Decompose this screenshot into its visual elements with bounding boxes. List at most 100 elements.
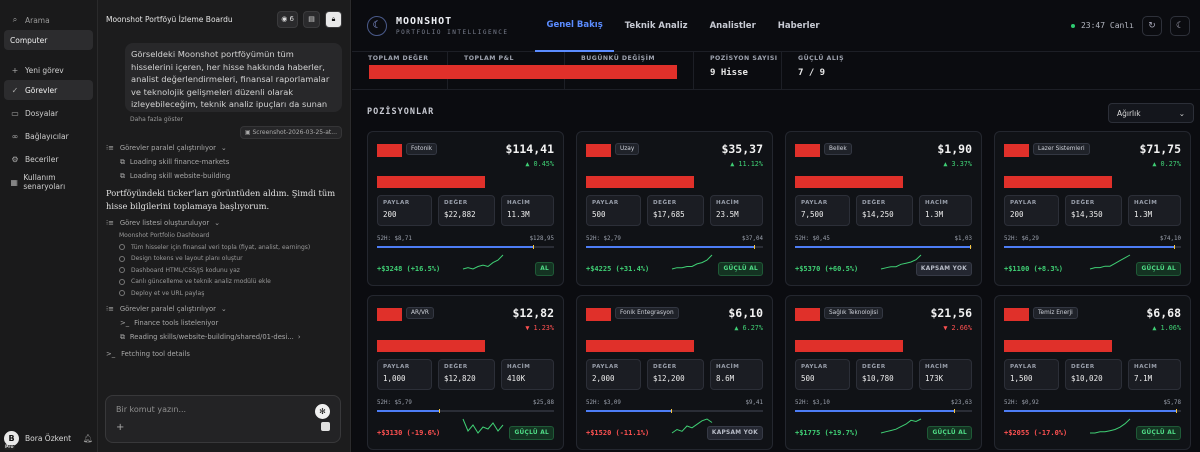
nav-item-new-task[interactable]: + Yeni görev: [4, 60, 93, 80]
signal-badge: AL: [535, 262, 554, 276]
metric-label: HACİM: [507, 200, 531, 206]
check-circle-icon: ✓: [11, 85, 19, 95]
stop-button[interactable]: [321, 422, 330, 431]
metric-value-box: DEĞER $12,200: [647, 359, 705, 390]
redacted-ticker: [795, 144, 820, 157]
range-labels: 52H: $6,29 $74,10: [1004, 236, 1181, 242]
stat-value: 7 / 9: [798, 68, 826, 78]
range-low: 52H: $8,71: [377, 236, 412, 242]
show-more-link[interactable]: Daha fazla göster: [130, 116, 183, 123]
stat-label: GÜÇLÜ ALIŞ: [798, 55, 845, 62]
metric-value-box: DEĞER $22,882: [438, 195, 496, 226]
metric-value-box: DEĞER $17,685: [647, 195, 705, 226]
range-track: [1004, 245, 1181, 249]
metric-value: $12,200: [653, 374, 685, 383]
metric-shares: PAYLAR 200: [377, 195, 432, 226]
range-fill: [586, 410, 671, 412]
range-marker: [954, 409, 956, 413]
sort-value: Ağırlık: [1117, 108, 1141, 118]
step-task-list[interactable]: ⁝≡ Görev listesi oluşturuluyor ⌄: [106, 216, 350, 230]
metric-label: DEĞER: [653, 364, 677, 370]
card-price: $71,75: [1139, 142, 1181, 156]
range-fill: [377, 246, 533, 248]
metric-value-box: DEĞER $12,820: [438, 359, 496, 390]
step-subitem: ⧉ Loading skill website-building: [120, 169, 350, 183]
signal-badge: KAPSAM YOK: [915, 262, 972, 276]
sort-select[interactable]: Ağırlık ⌄: [1108, 103, 1194, 123]
nav-item-use-cases[interactable]: ▦ Kullanım senaryoları: [4, 172, 93, 192]
metric-volume: HACİM 1.3M: [1128, 195, 1181, 226]
nav-item-connectors[interactable]: ∞ Bağlayıcılar: [4, 126, 93, 146]
avatar: B Pro: [4, 431, 19, 450]
signal-badge: GÜÇLÜ AL: [718, 262, 763, 276]
metric-value: 11.3M: [507, 210, 530, 219]
attach-plus-icon[interactable]: +: [116, 422, 125, 433]
theme-toggle-button[interactable]: ☾: [1170, 15, 1190, 36]
redacted-ticker: [377, 308, 402, 321]
card-profit: +$3130 (-19.6%): [377, 429, 441, 437]
sector-badge: Sağlık Teknolojisi: [824, 307, 884, 319]
bell-icon[interactable]: 🔔︎: [82, 434, 93, 443]
position-card[interactable]: Fonik Entegrasyon $6,10 ▲ 6.27% PAYLAR 2,000…: [576, 295, 773, 450]
position-card[interactable]: Uzay $35,37 ▲ 11.12% PAYLAR 500 DEĞER $17,685 H…: [576, 131, 773, 286]
position-card[interactable]: Lazer Sistemleri $71,75 ▲ 0.27% PAYLAR 200 DE…: [994, 131, 1191, 286]
computer-nav-item[interactable]: Computer: [4, 30, 93, 50]
stat-label: TOPLAM DEĞER: [368, 55, 429, 62]
position-card[interactable]: AR/VR $12,82 ▼ 1.23% PAYLAR 1,000 DEĞER $12,82…: [367, 295, 564, 450]
save-button[interactable]: ▤: [303, 10, 320, 28]
user-message: Görseldeki Moonshot portföyümün tüm hiss…: [125, 43, 342, 112]
clock-time: 23:47: [1080, 21, 1106, 30]
stat-value: 9 Hisse: [710, 68, 748, 78]
skill-icon: ⧉: [120, 157, 125, 166]
sparkline-path: [1090, 418, 1131, 434]
nav-item-tasks[interactable]: ✓ Görevler: [4, 80, 93, 100]
metric-shares: PAYLAR 1,000: [377, 359, 432, 390]
nav-label: Görevler: [25, 85, 58, 95]
refresh-button[interactable]: ↻: [1142, 15, 1162, 36]
tab-news[interactable]: Haberler: [777, 20, 820, 31]
pro-badge: Pro: [4, 445, 15, 450]
position-card[interactable]: Temiz Enerji $6,68 ▲ 1.06% PAYLAR 1,500 DEĞER…: [994, 295, 1191, 450]
step-label: Görev listesi oluşturuluyor: [119, 219, 210, 227]
range-marker: [970, 245, 972, 249]
sparkline-path: [671, 254, 713, 270]
range-low: 52H: $5,79: [377, 400, 412, 406]
metric-shares: PAYLAR 200: [1004, 195, 1059, 226]
sparkline-path: [880, 418, 922, 434]
nav-label: Beceriler: [25, 154, 59, 164]
chat-title: Moonshot Portföyü İzleme Boardu: [106, 14, 233, 24]
range-fill: [377, 410, 439, 412]
position-card[interactable]: Sağlık Teknolojisi $21,56 ▼ 2.66% PAYLAR 500…: [785, 295, 982, 450]
nav-item-skills[interactable]: ⚙ Beceriler: [4, 149, 93, 169]
nav-item-files[interactable]: ▭ Dosyalar: [4, 103, 93, 123]
plan-item-label: Deploy et ve URL paylaş: [131, 289, 205, 297]
metric-value: $12,820: [444, 374, 476, 383]
tab-overview[interactable]: Genel Bakış: [535, 0, 614, 52]
sector-badge: Fotonik: [406, 143, 438, 155]
metric-value: 23.5M: [716, 210, 739, 219]
card-price: $21,56: [930, 306, 972, 320]
brand-name: MOONSHOT: [396, 15, 453, 27]
search-nav-item[interactable]: ⌕ Arama: [4, 10, 93, 30]
step-parallel-2[interactable]: ⁝≡ Görevler paralel çalıştırılıyor ⌄: [106, 302, 350, 316]
card-profit: +$1520 (-11.1%): [586, 429, 650, 437]
metric-value: 7.1M: [1134, 374, 1153, 383]
sparkline: [671, 418, 713, 434]
task-count-button[interactable]: ◉ 6: [277, 10, 298, 28]
image-icon: ▣: [244, 129, 253, 136]
lock-button[interactable]: 🔒︎: [325, 10, 342, 28]
range-track: [377, 409, 554, 413]
position-card[interactable]: Bellek $1,90 ▲ 3.37% PAYLAR 7,500 DEĞER $14,25…: [785, 131, 982, 286]
range-track: [795, 245, 972, 249]
user-profile[interactable]: B Pro Bora Özkent 🔔︎: [4, 431, 93, 450]
command-input[interactable]: Bir komut yazın... + ✻: [105, 395, 341, 443]
metric-value: 1,500: [1010, 374, 1033, 383]
step-parallel-1[interactable]: ⁝≡ Görevler paralel çalıştırılıyor ⌄: [106, 141, 350, 155]
tab-analysts[interactable]: Analistler: [709, 20, 756, 31]
live-status: Canlı: [1109, 21, 1134, 30]
position-card[interactable]: Fotonik $114,41 ▲ 0.45% PAYLAR 200 DEĞER $22,8…: [367, 131, 564, 286]
attachment-chip[interactable]: ▣ Screenshot-2026-03-25-at...: [239, 126, 342, 139]
metric-label: DEĞER: [862, 200, 886, 206]
voice-button[interactable]: ✻: [315, 404, 330, 419]
tab-technical[interactable]: Teknik Analiz: [624, 20, 688, 31]
